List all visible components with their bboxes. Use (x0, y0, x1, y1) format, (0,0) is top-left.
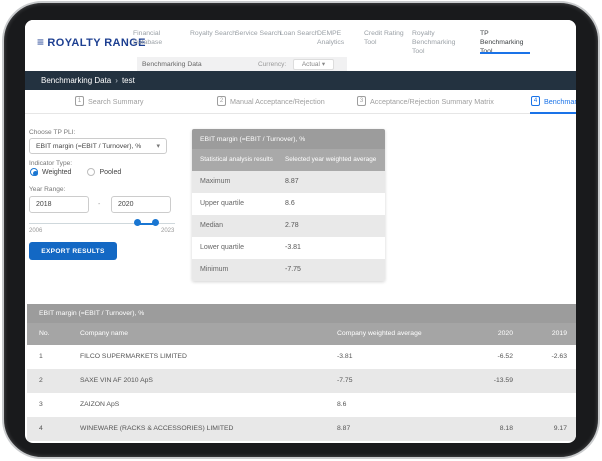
stats-row-median: Median 2.78 (192, 215, 385, 237)
subnav-title: Benchmarking Data (142, 61, 202, 68)
stats-row-upper-quartile: Upper quartile 8.6 (200, 200, 295, 207)
indicator-type-options: Weighted Pooled (30, 168, 121, 176)
active-nav-underline (480, 52, 530, 54)
chevron-down-icon: ▾ (321, 61, 326, 68)
col-header-no: No. (39, 330, 50, 337)
stats-col2-header: Selected year weighted average (285, 156, 377, 163)
chevron-down-icon: ▾ (156, 143, 160, 150)
results-table-title: EBIT margin (=EBIT / Turnover), % (27, 304, 576, 323)
tab-2-icon: 2 (217, 96, 226, 106)
radio-weighted[interactable]: Weighted (30, 168, 71, 176)
breadcrumb-root[interactable]: Benchmarking Data (41, 76, 112, 85)
nav-item-dempe-analytics[interactable]: DEMPE Analytics (317, 30, 345, 46)
col-header-weighted-average: Company weighted average (337, 330, 422, 337)
table-row: 3 ZAIZON ApS 8.6 (27, 393, 576, 417)
indicator-type-label: Indicator Type: (29, 160, 73, 167)
tab-3-icon: 3 (357, 96, 366, 106)
pli-select[interactable]: EBIT margin (=EBIT / Turnover), % ▾ (29, 138, 167, 154)
statistics-card-header: Statistical analysis results Selected ye… (192, 149, 385, 171)
tab-acceptance-rejection-summary-matrix[interactable]: 3 Acceptance/Rejection Summary Matrix (357, 96, 494, 106)
brand-logo-text: ROYALTY RANGE (47, 37, 146, 49)
nav-item-royalty-benchmarking-tool[interactable]: Royalty Benchmarking Tool (412, 30, 456, 55)
year-from-input[interactable] (29, 196, 89, 213)
year-range-label: Year Range: (29, 186, 66, 193)
statistics-rows: Maximum 8.87 Upper quartile 8.6 Median 2.78… (192, 171, 385, 281)
year-range-separator: - (98, 201, 101, 208)
year-slider-fill (137, 222, 156, 225)
table-row: 4 WINEWARE (RACKS & ACCESSORIES) LIMITED… (27, 417, 576, 441)
radio-dot-icon (30, 168, 38, 176)
top-header: ≡ ROYALTY RANGE Financial Database Royalt… (25, 20, 576, 57)
pli-label: Choose TP PLI: (29, 129, 76, 136)
nav-item-financial-database[interactable]: Financial Database (133, 30, 163, 46)
radio-pooled[interactable]: Pooled (87, 168, 121, 176)
stats-row-maximum: Maximum 8.87 (192, 171, 385, 193)
active-tab-underline (530, 112, 576, 114)
breadcrumb: Benchmarking Data › test (25, 71, 576, 90)
hamburger-menu-icon[interactable]: ≡ (37, 35, 45, 49)
year-slider-handle-to[interactable] (152, 219, 159, 226)
year-slider-handle-from[interactable] (134, 219, 141, 226)
export-results-button[interactable]: EXPORT RESULTS (29, 242, 117, 260)
nav-item-credit-rating-tool[interactable]: Credit Rating Tool (364, 30, 404, 46)
brand-logo[interactable]: ≡ ROYALTY RANGE (37, 35, 146, 49)
currency-label: Currency: (258, 61, 287, 68)
slider-max-label: 2023 (161, 228, 175, 234)
tab-search-summary[interactable]: 1 Search Summary (75, 96, 144, 106)
col-header-2019: 2019 (551, 330, 567, 337)
nav-item-royalty-search[interactable]: Royalty Search (190, 30, 237, 37)
results-table: EBIT margin (=EBIT / Turnover), % No. Co… (27, 304, 576, 441)
currency-dropdown[interactable]: Actual ▾ (293, 58, 334, 70)
subnav-bar: Benchmarking Data Currency: Actual ▾ (137, 57, 347, 71)
tab-bar: 1 Search Summary 2 Manual Acceptance/Rej… (25, 90, 576, 114)
nav-item-loan-search[interactable]: Loan Search (280, 30, 319, 37)
tab-benchmarking[interactable]: 4 Benchmarking (531, 96, 576, 106)
year-slider-track[interactable] (29, 223, 175, 224)
stats-row-lower-quartile: Lower quartile -3.81 (200, 244, 301, 251)
statistics-card-title: EBIT margin (=EBIT / Turnover), % (192, 129, 385, 149)
radio-dot-icon (87, 168, 96, 176)
col-header-company-name: Company name (80, 330, 128, 337)
tab-1-icon: 1 (75, 96, 84, 106)
col-header-2020: 2020 (497, 330, 513, 337)
statistics-card: EBIT margin (=EBIT / Turnover), % Statis… (192, 129, 385, 281)
stats-row-minimum: Minimum -7.75 (192, 259, 385, 281)
table-row: 1 FILCO SUPERMARKETS LIMITED -3.81 -6.52… (27, 345, 576, 369)
slider-min-label: 2006 (29, 228, 43, 234)
results-table-header: No. Company name Company weighted averag… (27, 323, 576, 345)
stats-col1-header: Statistical analysis results (200, 156, 273, 163)
app-window: ≡ ROYALTY RANGE Financial Database Royalt… (25, 20, 576, 443)
tab-manual-acceptance-rejection[interactable]: 2 Manual Acceptance/Rejection (217, 96, 325, 106)
breadcrumb-separator-icon: › (115, 76, 118, 85)
breadcrumb-current: test (121, 76, 135, 85)
nav-item-service-search[interactable]: Service Search (235, 30, 282, 37)
nav-item-tp-benchmarking-tool[interactable]: TP Benchmarking Tool (480, 30, 524, 55)
table-row: 2 SAXE VIN AF 2010 ApS -7.75 -13.59 (27, 369, 576, 393)
year-to-input[interactable] (111, 196, 171, 213)
tab-4-icon: 4 (531, 96, 540, 106)
